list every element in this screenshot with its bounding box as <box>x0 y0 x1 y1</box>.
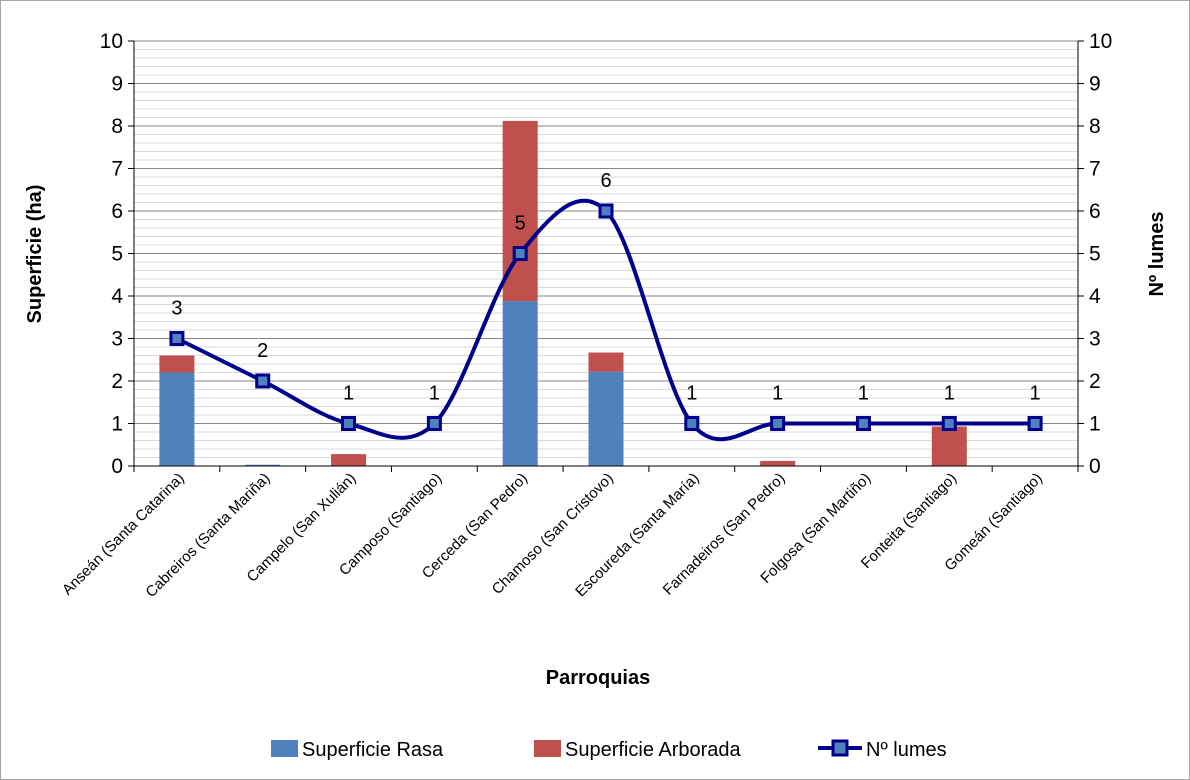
y-tick-label: 3 <box>111 328 123 351</box>
category-label: Fonteita (Santiago) <box>858 470 960 572</box>
bar-superficie-arborada-farnadeiros-san-pedro <box>760 460 796 466</box>
data-label-cabreiros-santa-marina: 2 <box>257 340 268 362</box>
marker-n-lumes-farnadeiros-san-pedro <box>770 416 786 431</box>
gridlines <box>134 40 1078 458</box>
data-label-gomean-santiago: 1 <box>1030 383 1041 405</box>
data-label-farnadeiros-san-pedro: 1 <box>772 383 783 405</box>
marker-n-lumes-cerceda-san-pedro <box>512 246 528 261</box>
y2-tick-label: 1 <box>1089 413 1101 436</box>
y2-tick-label: 3 <box>1089 328 1101 351</box>
y-tick-label: 2 <box>111 370 123 393</box>
line-series <box>169 198 1043 442</box>
data-label-campelo-san-xulian: 1 <box>343 383 354 405</box>
marker-n-lumes-chamoso-san-cristovo <box>598 203 614 219</box>
y-tick-label: 8 <box>111 115 123 138</box>
y2-tick-label: 9 <box>1089 73 1101 96</box>
y-tick-label: 5 <box>111 243 123 266</box>
category-label: Gomeán (Santiago) <box>941 470 1046 575</box>
data-label-chamoso-san-cristovo: 6 <box>600 170 611 192</box>
legend-label-n-lumes: Nº lumes <box>866 739 947 761</box>
y2-tick-label: 8 <box>1089 115 1101 138</box>
marker-n-lumes-ansean-santa-catarina <box>169 331 185 346</box>
marker-n-lumes-cabreiros-santa-marina <box>255 373 271 389</box>
y2-axis-title: Nº lumes <box>1146 211 1168 296</box>
marker-n-lumes-camposo-santiago <box>426 416 442 431</box>
y-tick-label: 4 <box>111 285 123 308</box>
legend-label-superficie-rasa: Superficie Rasa <box>302 739 444 761</box>
bar-superficie-rasa-chamoso-san-cristovo <box>588 371 624 466</box>
bar-superficie-arborada-ansean-santa-catarina <box>159 355 195 373</box>
y2-tick-label: 7 <box>1089 158 1101 181</box>
data-label-escoureda-santa-maria: 1 <box>686 383 697 405</box>
data-label-folgosa-san-martino: 1 <box>858 383 869 405</box>
marker-n-lumes-campelo-san-xulian <box>341 416 357 431</box>
data-labels: 3 2 1 1 5 6 1 1 1 1 1 <box>171 170 1040 405</box>
marker-n-lumes-folgosa-san-martino <box>855 416 871 431</box>
y-tick-label: 9 <box>111 73 123 96</box>
bar-superficie-arborada-fonteita-santiago <box>931 426 967 466</box>
y2-tick-label: 10 <box>1089 30 1112 53</box>
legend-swatch-superficie-rasa <box>271 740 298 757</box>
marker-n-lumes-escoureda-santa-maria <box>684 416 700 431</box>
legend-label-superficie-arborada: Superficie Arborada <box>565 739 742 761</box>
data-label-fonteita-santiago: 1 <box>944 383 955 405</box>
y2-tick-label: 4 <box>1089 285 1101 308</box>
marker-n-lumes-gomean-santiago <box>1027 416 1043 431</box>
y2-tick-label: 6 <box>1089 200 1101 223</box>
data-label-ansean-santa-catarina: 3 <box>171 298 182 320</box>
data-label-camposo-santiago: 1 <box>429 383 440 405</box>
y-tick-label: 6 <box>111 200 123 223</box>
x-axis-title: Parroquias <box>546 667 650 689</box>
y2-tick-label: 2 <box>1089 370 1101 393</box>
y2-tick-label: 5 <box>1089 243 1101 266</box>
bar-superficie-rasa-ansean-santa-catarina <box>159 372 195 466</box>
bar-superficie-arborada-campelo-san-xulian <box>331 454 367 466</box>
bar-superficie-rasa-cabreiros-santa-marina <box>245 464 281 466</box>
data-label-cerceda-san-pedro: 5 <box>515 213 526 235</box>
y-tick-label: 0 <box>111 455 123 478</box>
y-tick-label: 10 <box>100 30 123 53</box>
bar-superficie-arborada-chamoso-san-cristovo <box>588 352 624 372</box>
y-tick-label: 1 <box>111 413 123 436</box>
y-tick-label: 7 <box>111 158 123 181</box>
bar-superficie-rasa-cerceda-san-pedro <box>502 301 538 466</box>
y2-tick-label: 0 <box>1089 455 1101 478</box>
legend-marker-n-lumes <box>831 739 849 757</box>
bar-series <box>159 120 967 466</box>
y-axis-title: Superficie (ha) <box>24 185 46 324</box>
marker-n-lumes-fonteita-santiago <box>941 416 957 431</box>
legend: Superficie Rasa Superficie Arborada Nº l… <box>271 739 947 761</box>
legend-swatch-superficie-arborada <box>534 740 561 757</box>
